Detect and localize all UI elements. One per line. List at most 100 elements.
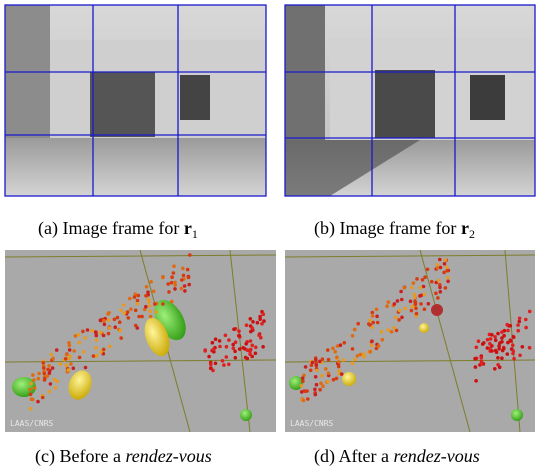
- point: [94, 346, 98, 350]
- point: [129, 307, 133, 311]
- point: [181, 267, 185, 271]
- point: [342, 358, 346, 362]
- point: [119, 336, 123, 340]
- point: [415, 277, 419, 281]
- point: [31, 373, 35, 377]
- watermark: LAAS/CNRS: [10, 419, 54, 428]
- point: [506, 341, 510, 345]
- point: [414, 307, 418, 311]
- point: [65, 364, 69, 368]
- point: [301, 379, 305, 383]
- point: [262, 312, 266, 316]
- point: [376, 321, 380, 325]
- point: [249, 339, 253, 343]
- point: [148, 309, 152, 313]
- point: [528, 310, 532, 314]
- point: [244, 356, 248, 360]
- point: [326, 380, 330, 384]
- point: [237, 334, 241, 338]
- point: [443, 262, 447, 266]
- caption-text: Image frame for: [340, 218, 457, 238]
- point: [209, 363, 213, 367]
- point: [367, 322, 371, 326]
- point: [173, 287, 177, 291]
- point: [134, 309, 138, 313]
- point: [410, 286, 414, 290]
- point: [493, 335, 497, 339]
- point: [43, 372, 47, 376]
- point: [187, 283, 191, 287]
- point: [475, 346, 479, 350]
- point: [423, 307, 427, 311]
- point: [261, 345, 265, 349]
- point: [309, 369, 313, 373]
- point: [375, 308, 379, 312]
- point: [234, 356, 238, 360]
- point: [37, 372, 41, 376]
- point: [436, 266, 440, 270]
- point: [214, 337, 218, 341]
- point: [147, 300, 151, 304]
- point: [302, 399, 306, 403]
- point: [244, 342, 248, 346]
- point: [136, 299, 140, 303]
- point: [474, 365, 478, 369]
- point: [444, 258, 448, 262]
- point: [166, 282, 170, 286]
- point: [113, 325, 117, 329]
- caption-symbol: r: [461, 218, 469, 238]
- point: [474, 379, 478, 383]
- point: [327, 371, 331, 375]
- point: [170, 275, 174, 279]
- point: [29, 382, 33, 386]
- point: [249, 348, 253, 352]
- point: [528, 346, 532, 350]
- caption-subscript: 2: [469, 227, 475, 241]
- caption: (d) After a rendez-vous: [314, 446, 480, 467]
- point: [136, 326, 140, 330]
- point: [128, 297, 132, 301]
- point: [188, 253, 192, 257]
- point: [480, 356, 484, 360]
- point: [299, 384, 303, 388]
- caption-label: (c): [35, 446, 55, 467]
- render-c: LAAS/CNRS: [5, 250, 276, 432]
- point: [356, 354, 360, 358]
- point: [122, 303, 126, 307]
- point: [480, 362, 484, 366]
- point: [108, 326, 112, 330]
- point: [351, 347, 355, 351]
- point: [173, 283, 177, 287]
- point: [69, 362, 73, 366]
- point: [490, 349, 494, 353]
- point: [28, 388, 32, 392]
- point: [187, 276, 191, 280]
- caption-label: (b): [314, 218, 335, 239]
- point: [133, 295, 137, 299]
- point: [102, 334, 106, 338]
- point: [331, 347, 335, 351]
- point: [51, 357, 55, 361]
- point: [29, 393, 33, 397]
- point: [72, 366, 76, 370]
- point: [50, 353, 54, 357]
- point: [183, 284, 187, 288]
- point: [42, 366, 46, 370]
- point: [249, 330, 253, 334]
- caption-emphasis: rendez-vous: [125, 446, 211, 466]
- point: [51, 366, 55, 370]
- point: [339, 343, 343, 347]
- point: [377, 344, 381, 348]
- point: [436, 296, 440, 300]
- point: [315, 383, 319, 387]
- point: [59, 362, 63, 366]
- point: [259, 336, 263, 340]
- point: [256, 321, 260, 325]
- point: [506, 352, 510, 356]
- point: [327, 358, 331, 362]
- point: [47, 364, 51, 368]
- point: [370, 339, 374, 343]
- point: [500, 330, 504, 334]
- point: [426, 268, 430, 272]
- caption: (c) Before a rendez-vous: [35, 446, 212, 467]
